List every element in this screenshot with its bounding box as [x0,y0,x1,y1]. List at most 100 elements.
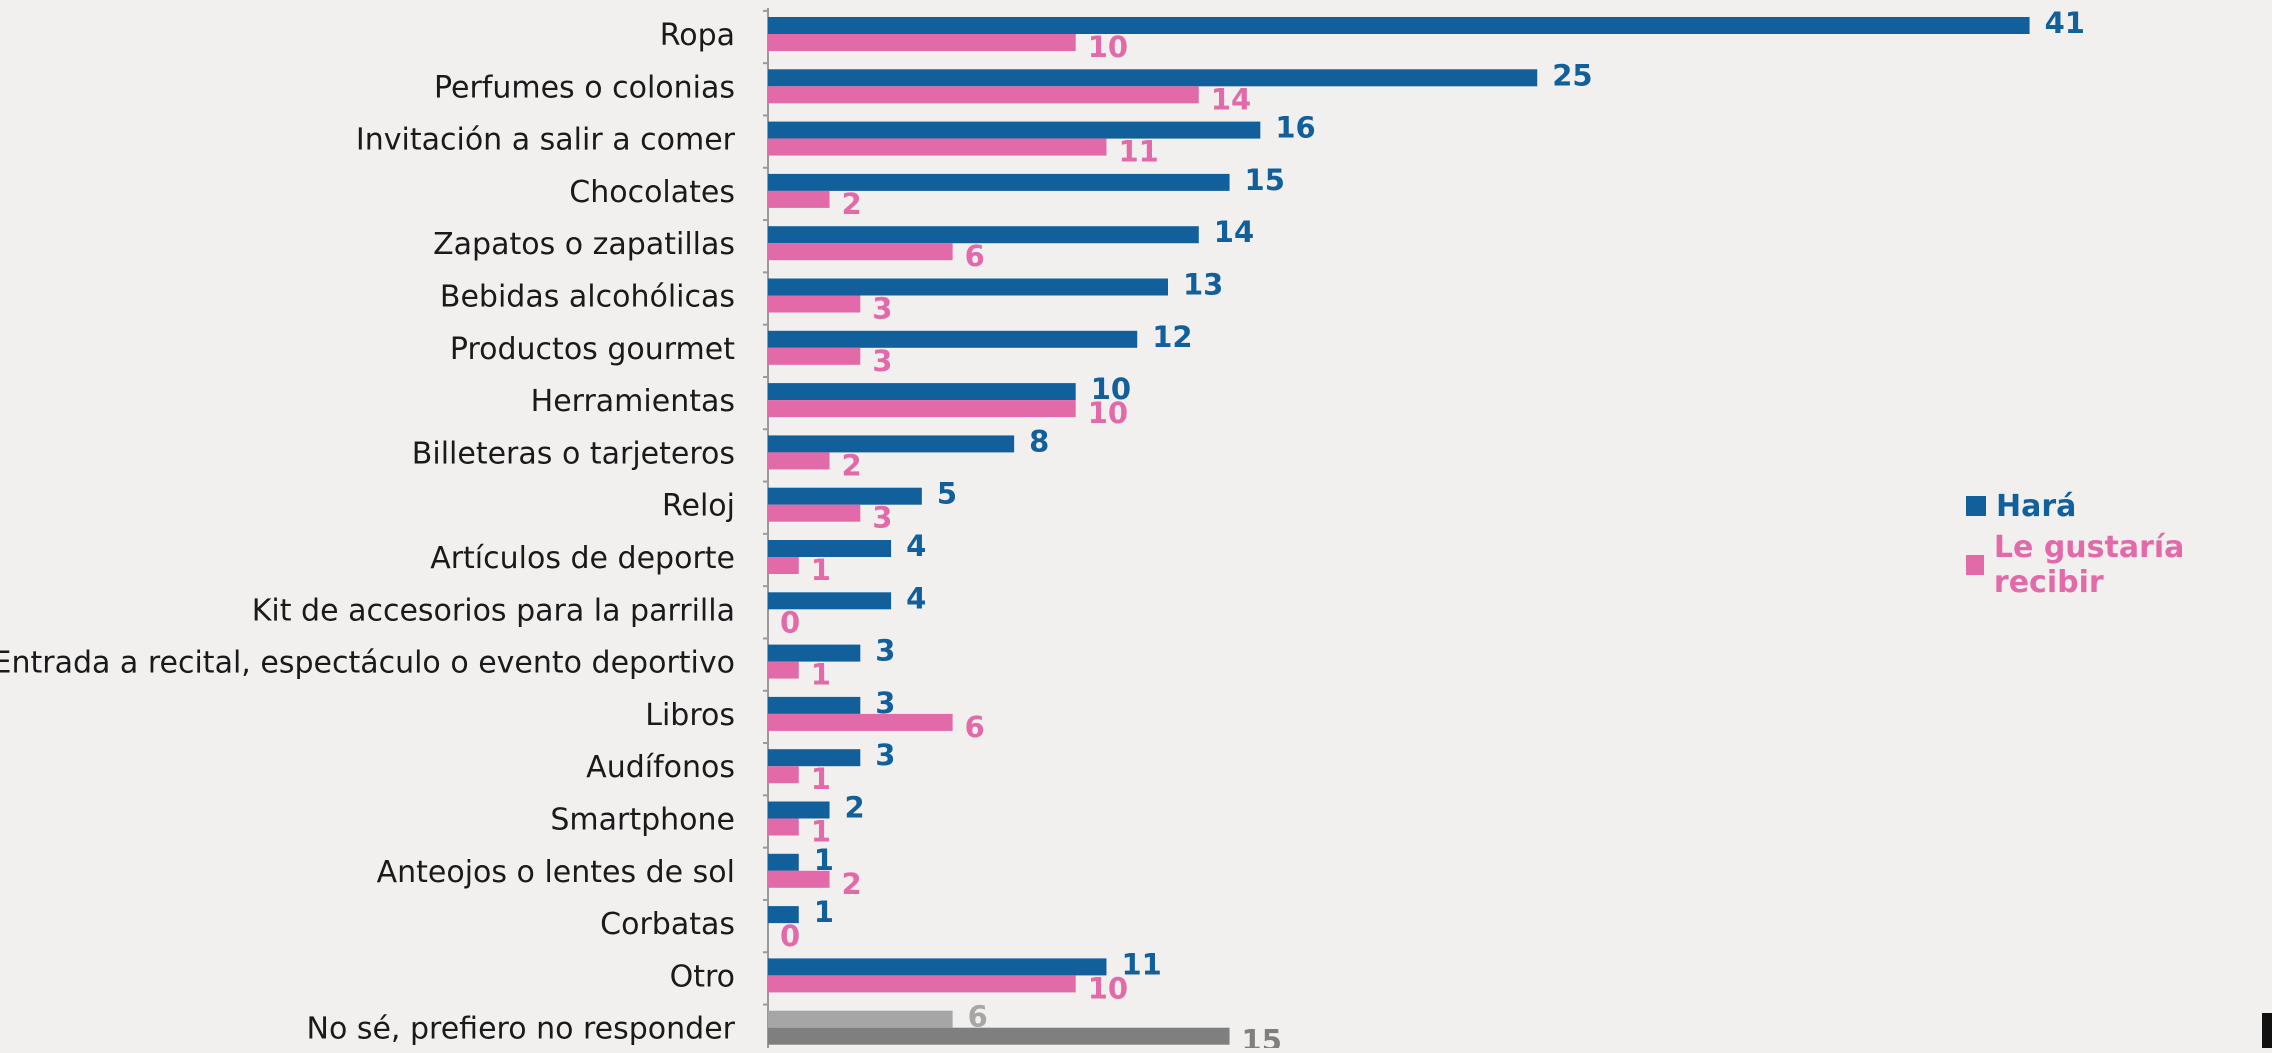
bar-hara [768,1010,953,1028]
data-label-recibir: 3 [872,344,892,378]
legend-label-hara: Hará [1996,488,2077,524]
category-label: No sé, prefiero no responder [307,1012,736,1047]
data-label-recibir: 15 [1242,1024,1282,1048]
data-label-recibir: 2 [842,867,862,901]
category-label: Reloj [662,489,735,524]
legend-label-recibir: Le gustaría recibir [1993,530,2185,600]
bar-hara [768,17,2030,34]
data-label-hara: 3 [875,634,895,668]
bar-hara [768,69,1538,87]
data-label-recibir: 6 [965,710,985,744]
data-label-recibir: 0 [780,605,800,639]
corner-mark [2262,1013,2272,1048]
bar-recibir [768,818,799,836]
data-label-hara: 5 [937,477,957,511]
category-label: Entrada a recital, espectáculo o evento … [0,646,735,681]
data-label-recibir: 10 [1088,396,1128,430]
bar-recibir [768,86,1199,104]
data-label-recibir: 11 [1118,135,1158,169]
category-label: Invitación a salir a comer [356,123,736,158]
data-label-recibir: 14 [1211,82,1251,116]
bar-recibir [768,190,830,208]
data-label-hara: 3 [875,686,895,720]
bar-hara [768,958,1107,976]
data-label-recibir: 6 [965,239,985,273]
bar-recibir [768,138,1107,156]
category-label: Perfumes o colonias [434,70,735,105]
data-label-hara: 2 [845,791,865,825]
bar-recibir [768,452,830,470]
data-label-hara: 10 [1091,372,1131,406]
bar-hara [768,487,922,505]
bar-recibir [768,713,953,731]
category-label: Herramientas [531,384,735,419]
bar-hara [768,540,892,557]
data-label-hara: 8 [1029,424,1049,458]
data-label-hara: 14 [1214,215,1254,249]
bar-recibir [768,870,830,888]
bar-recibir [768,557,799,574]
bar-recibir [768,295,861,313]
bar-hara [768,435,1015,453]
legend-swatch-recibir [1966,555,1984,575]
data-label-hara: 1 [814,895,834,929]
data-label-hara: 1 [814,843,834,877]
bar-recibir [768,1027,1230,1045]
legend-swatch-hara [1966,496,1986,516]
bar-recibir [768,975,1076,993]
bar-recibir [768,766,799,784]
data-label-hara: 4 [906,581,926,615]
data-label-hara: 4 [906,529,926,563]
data-label-hara: 16 [1275,111,1315,145]
category-label: Chocolates [569,175,735,210]
bar-hara [768,173,1230,191]
bar-hara [768,801,830,819]
category-label: Anteojos o lentes de sol [377,855,735,890]
category-label: Bebidas alcohólicas [440,280,735,315]
bar-hara [768,644,861,662]
category-label: Corbatas [600,907,735,942]
data-label-hara: 11 [1121,947,1161,981]
data-label-recibir: 3 [872,501,892,535]
bar-hara [768,278,1169,296]
bar-hara [768,383,1076,401]
data-label-recibir: 0 [780,919,800,953]
bar-hara [768,906,799,924]
data-label-hara: 3 [875,738,895,772]
category-label: Kit de accesorios para la parrilla [252,593,735,628]
bar-hara [768,592,892,610]
legend-item-recibir: Le gustaría recibir [1966,530,2272,600]
data-label-recibir: 10 [1088,971,1128,1005]
data-label-recibir: 1 [811,762,831,796]
bar-hara [768,121,1261,139]
data-label-recibir: 1 [811,553,831,587]
data-label-hara: 13 [1183,268,1223,302]
bar-recibir [768,243,953,261]
bar-recibir [768,661,799,679]
data-label-recibir: 1 [811,815,831,849]
data-label-recibir: 3 [872,292,892,326]
category-label: Audífonos [586,750,735,785]
data-label-hara: 6 [968,1000,988,1034]
bar-recibir [768,347,861,365]
bar-hara [768,749,861,767]
data-label-hara: 41 [2045,6,2085,40]
bar-recibir [768,400,1076,418]
data-label-recibir: 1 [811,658,831,692]
data-label-hara: 15 [1245,163,1285,197]
bar-hara [768,226,1199,244]
category-label: Artículos de deporte [430,541,735,576]
category-label: Libros [645,698,735,733]
bar-recibir [768,504,861,522]
bar-hara [768,853,799,871]
legend: Hará Le gustaría recibir [1966,484,2272,602]
bar-recibir [768,34,1076,51]
category-label: Billeteras o tarjeteros [412,436,735,471]
category-label: Smartphone [550,803,735,838]
data-label-recibir: 2 [842,187,862,221]
bar-hara [768,330,1138,348]
category-label: Zapatos o zapatillas [433,227,735,262]
data-label-hara: 12 [1152,320,1192,354]
